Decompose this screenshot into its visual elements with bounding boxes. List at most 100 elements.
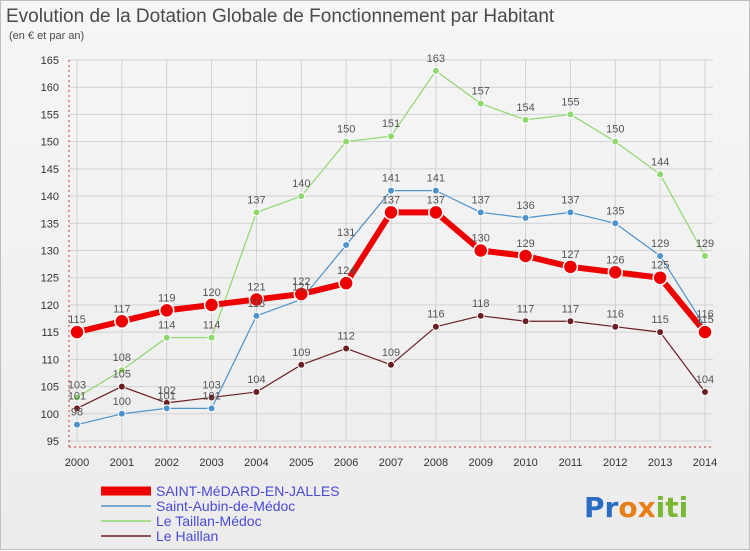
data-point	[252, 388, 261, 397]
data-point	[611, 219, 620, 228]
data-label: 116	[607, 309, 625, 321]
x-tick-label: 2000	[65, 457, 89, 469]
x-tick-label: 2004	[244, 457, 268, 469]
x-tick-label: 2003	[199, 457, 223, 469]
data-label: 117	[517, 303, 535, 315]
proxiti-logo-text: Proxiti	[584, 491, 688, 524]
data-label: 108	[113, 352, 131, 364]
logo-letter: t	[665, 491, 678, 524]
data-label: 135	[606, 205, 624, 217]
data-label: 115	[68, 314, 86, 326]
data-point	[566, 208, 575, 217]
data-label: 103	[202, 379, 220, 391]
data-point	[656, 170, 665, 179]
legend-label: Saint-Aubin-de-Médoc	[156, 498, 295, 514]
data-label: 116	[427, 309, 445, 321]
data-label: 116	[696, 309, 714, 321]
data-point	[248, 291, 265, 308]
x-tick-label: 2007	[379, 457, 403, 469]
data-point	[162, 404, 171, 413]
y-tick-label: 95	[47, 436, 59, 448]
data-label: 104	[247, 374, 265, 386]
data-label: 150	[606, 124, 624, 136]
data-point	[73, 404, 81, 413]
data-label: 137	[427, 194, 445, 206]
data-point	[387, 360, 395, 369]
data-label: 117	[113, 303, 131, 315]
data-point	[562, 259, 579, 275]
data-label: 120	[202, 287, 220, 299]
data-point	[521, 317, 530, 326]
data-label: 101	[202, 390, 220, 402]
data-point	[293, 286, 310, 302]
data-point	[207, 333, 216, 342]
logo-letter: P	[584, 491, 605, 524]
series-Le Taillan-Médoc	[73, 66, 709, 402]
data-label: 100	[113, 396, 131, 408]
x-tick-label: 2002	[154, 457, 178, 469]
series-SAINT-MéDARD-EN-JALLES	[69, 204, 713, 340]
data-label: 103	[68, 379, 86, 391]
data-point	[517, 248, 534, 264]
data-point	[338, 275, 354, 291]
data-point	[342, 241, 351, 250]
data-label: 109	[382, 347, 400, 359]
data-label: 102	[158, 385, 176, 397]
data-label: 115	[696, 314, 714, 326]
data-label: 101	[158, 390, 176, 402]
x-tick-label: 2011	[559, 457, 583, 469]
data-label: 129	[516, 238, 534, 250]
data-label: 125	[651, 260, 669, 272]
data-label: 140	[292, 178, 310, 190]
legend-label: Le Haillan	[156, 528, 218, 544]
x-tick-label: 2001	[110, 457, 134, 469]
data-label: 109	[292, 347, 310, 359]
data-label: 98	[71, 407, 83, 419]
data-label: 114	[203, 320, 221, 332]
logo-letter: o	[618, 491, 637, 524]
data-point	[652, 269, 668, 286]
data-label: 157	[472, 86, 490, 98]
data-label: 163	[427, 53, 445, 65]
data-point	[701, 388, 709, 397]
data-label: 137	[561, 194, 579, 206]
data-point	[158, 302, 175, 319]
data-point	[69, 324, 85, 340]
data-point	[207, 404, 216, 413]
data-point	[73, 420, 81, 429]
data-label: 129	[696, 238, 714, 250]
data-point	[607, 264, 624, 281]
legend-label: Le Taillan-Médoc	[156, 513, 262, 529]
data-point	[566, 110, 575, 119]
data-label: 124	[337, 265, 355, 277]
y-tick-label: 130	[41, 246, 59, 258]
data-point	[431, 186, 440, 195]
data-point	[521, 213, 530, 222]
x-tick-label: 2013	[648, 457, 672, 469]
data-label: 118	[248, 298, 266, 310]
data-point	[203, 297, 220, 313]
data-point	[342, 137, 351, 146]
data-label: 136	[516, 200, 534, 212]
data-point	[656, 251, 665, 260]
y-tick-label: 165	[41, 55, 59, 67]
x-tick-label: 2008	[424, 457, 448, 469]
data-point	[656, 328, 665, 337]
data-point	[162, 333, 171, 342]
data-point	[476, 311, 485, 320]
data-label: 119	[158, 292, 176, 304]
data-point	[611, 137, 620, 146]
data-point	[117, 366, 126, 375]
x-tick-label: 2012	[603, 457, 627, 469]
y-tick-label: 145	[41, 164, 59, 176]
data-point	[431, 66, 440, 75]
logo-letter: i	[656, 491, 666, 524]
data-point	[252, 311, 261, 320]
logo-letter: x	[638, 491, 656, 524]
data-point	[476, 208, 485, 217]
data-label: 122	[292, 276, 310, 288]
x-tick-label: 2010	[513, 457, 537, 469]
y-tick-label: 160	[41, 82, 59, 94]
data-label: 154	[516, 102, 534, 114]
